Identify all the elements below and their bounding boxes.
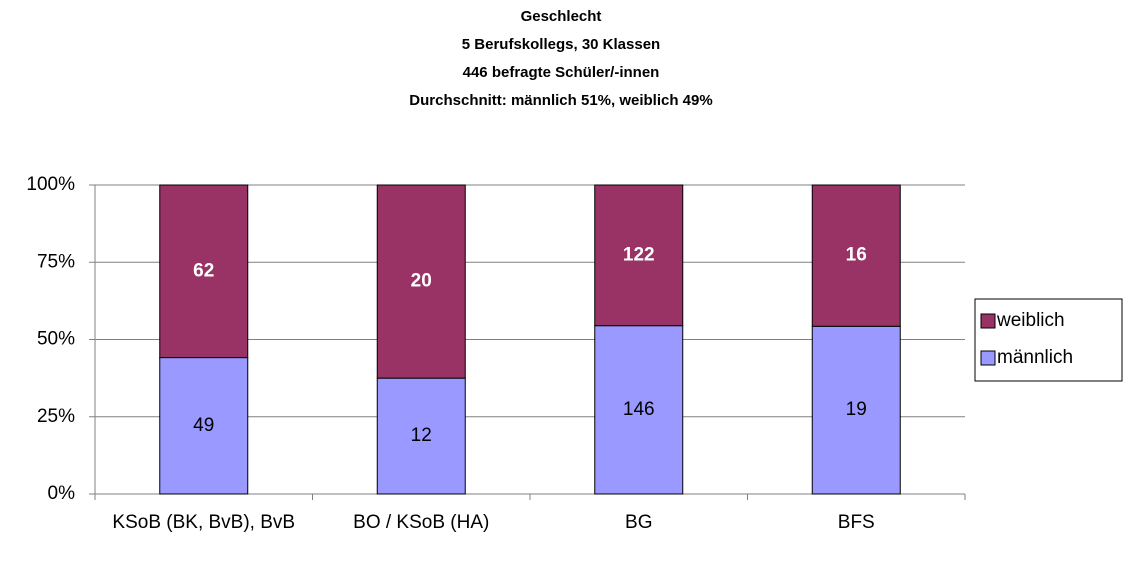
data-label: 16	[846, 245, 867, 266]
data-label: 49	[193, 415, 214, 436]
chart-title: Geschlecht	[521, 8, 602, 25]
x-tick-label: BG	[625, 512, 653, 533]
bar-segment	[376, 184, 466, 379]
bar-segment	[159, 357, 249, 495]
bar-segment	[594, 184, 684, 327]
x-tick-label: BFS	[837, 512, 875, 533]
legend-label: männlich	[997, 347, 1073, 368]
bar-segment	[159, 184, 249, 359]
data-label: 12	[411, 425, 432, 446]
chart-subtitle: 446 befragte Schüler/-innen	[463, 64, 660, 81]
chart-subtitle: Durchschnitt: männlich 51%, weiblich 49%	[409, 92, 712, 109]
chart-subtitle: 5 Berufskollegs, 30 Klassen	[462, 36, 660, 53]
x-tick-label: BO / KSoB (HA)	[353, 512, 490, 533]
y-tick-label: 0%	[48, 483, 76, 504]
legend-box	[974, 298, 1123, 382]
y-tick-label: 25%	[37, 406, 75, 427]
x-tick-label: KSoB (BK, BvB), BvB	[112, 512, 296, 533]
legend-swatch	[980, 350, 996, 366]
data-label: 62	[193, 260, 214, 281]
y-tick-label: 100%	[26, 174, 75, 195]
data-label: 122	[623, 244, 655, 265]
data-label: 19	[846, 399, 867, 420]
legend-swatch	[980, 313, 996, 329]
data-label: 20	[411, 271, 432, 292]
legend-label: weiblich	[996, 310, 1065, 331]
bar-segment	[811, 325, 901, 495]
y-tick-label: 50%	[37, 329, 75, 350]
bar-segment	[811, 184, 901, 327]
bar-segment	[594, 325, 684, 495]
y-tick-label: 75%	[37, 251, 75, 272]
data-label: 146	[623, 399, 655, 420]
bar-segment	[376, 377, 466, 495]
